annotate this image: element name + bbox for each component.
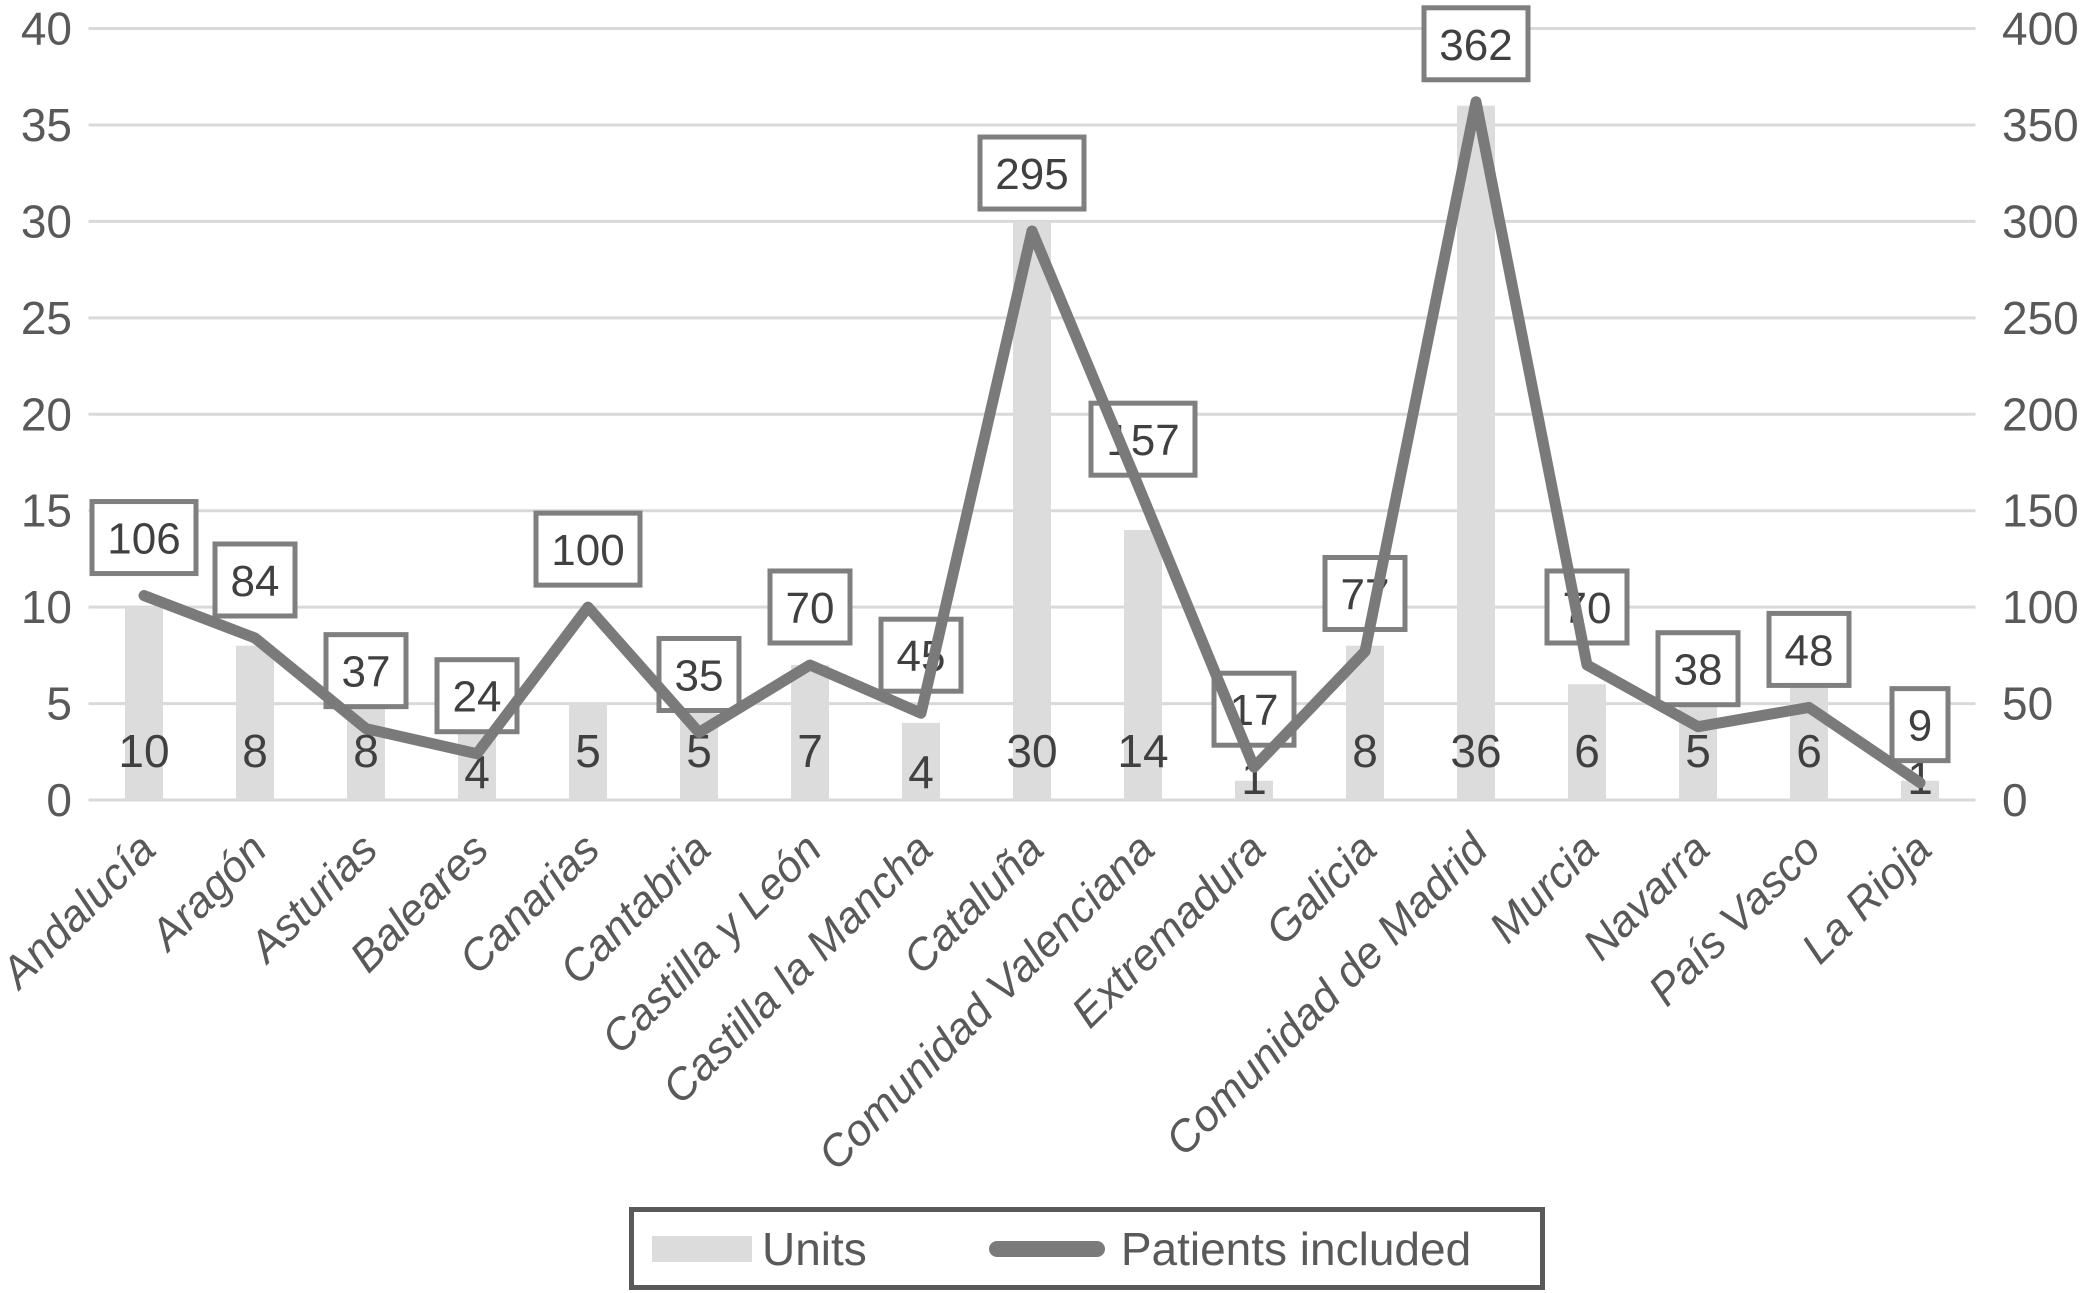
patients-value-box <box>323 632 409 710</box>
right-axis-tick: 300 <box>2002 195 2079 247</box>
right-axis-tick: 100 <box>2002 581 2079 633</box>
units-value-label: 14 <box>1117 725 1168 777</box>
left-axis-tick: 10 <box>21 581 72 633</box>
units-legend-swatch <box>652 1235 752 1262</box>
patients-value-box <box>1421 5 1531 83</box>
patients-value-box <box>1322 554 1408 632</box>
units-value-label: 8 <box>242 725 268 777</box>
patients-value-box <box>1889 686 1951 764</box>
left-axis-tick: 5 <box>46 678 72 730</box>
units-value-label: 6 <box>1796 725 1822 777</box>
units-legend-label: Units <box>762 1222 867 1275</box>
right-axis-tick: 250 <box>2002 292 2079 344</box>
patients-value-label: 37 <box>342 648 391 697</box>
units-bar <box>902 722 940 800</box>
category-axis-group: AndalucíaAragónAsturiasBalearesCanariasC… <box>0 823 1941 1179</box>
left-axis-tick: 25 <box>21 292 72 344</box>
units-value-label: 5 <box>575 725 601 777</box>
units-value-label: 30 <box>1006 725 1057 777</box>
units-value-label: 7 <box>797 725 823 777</box>
legend: Units Patients included <box>629 1207 1545 1290</box>
units-value-label: 5 <box>1685 725 1711 777</box>
category-label: Extremadura <box>1062 824 1275 1037</box>
patients-line <box>138 96 1926 789</box>
patients-value-label: 84 <box>231 557 280 606</box>
left-axis-tick: 15 <box>21 485 72 537</box>
patients-legend-label: Patients included <box>1120 1222 1472 1275</box>
patients-value-label: 35 <box>675 651 724 700</box>
patients-value-box <box>767 568 853 646</box>
patients-value-label: 24 <box>453 673 502 722</box>
units-bar <box>1457 105 1495 800</box>
left-axis-group: 0 5 10 15 20 25 30 35 40 <box>21 3 72 827</box>
units-bar <box>236 645 274 800</box>
left-axis-tick: 0 <box>46 774 72 826</box>
patients-legend-line-swatch <box>988 1240 1105 1257</box>
patients-value-label: 100 <box>551 526 624 575</box>
patients-value-box <box>89 499 199 577</box>
patients-value-label: 70 <box>786 584 835 633</box>
right-axis-tick: 50 <box>2002 678 2053 730</box>
patients-line-group <box>138 96 1926 789</box>
left-axis-tick: 30 <box>21 195 72 247</box>
patients-value-box <box>1766 610 1852 688</box>
units-bar <box>1235 780 1273 800</box>
units-bar <box>791 664 829 800</box>
patients-value-box <box>533 510 643 588</box>
right-axis-group: 0 50 100 150 200 250 300 350 400 <box>2002 3 2079 827</box>
units-value-label: 10 <box>118 725 169 777</box>
units-bar <box>125 607 163 800</box>
units-bar <box>1013 221 1051 800</box>
category-label: Andalucía <box>0 824 165 999</box>
patients-value-label: 9 <box>1908 702 1932 751</box>
right-axis-tick: 0 <box>2002 774 2028 826</box>
patients-value-box <box>977 134 1087 212</box>
patients-value-box <box>212 541 298 619</box>
right-axis-tick: 150 <box>2002 485 2079 537</box>
right-axis-tick: 200 <box>2002 388 2079 440</box>
patients-value-label: 48 <box>1785 626 1834 675</box>
units-bar <box>1124 529 1162 800</box>
patients-value-box <box>1544 568 1630 646</box>
right-axis-tick: 350 <box>2002 99 2079 151</box>
left-axis-tick: 40 <box>21 3 72 55</box>
patients-value-label: 106 <box>107 515 180 564</box>
units-value-label: 4 <box>908 746 934 798</box>
units-bar <box>1901 780 1939 800</box>
units-value-label: 36 <box>1450 725 1501 777</box>
right-axis-tick: 400 <box>2002 3 2079 55</box>
patients-value-box <box>1655 630 1741 708</box>
left-axis-tick: 35 <box>21 99 72 151</box>
patients-value-label: 295 <box>995 150 1068 199</box>
left-axis-tick: 20 <box>21 388 72 440</box>
patients-value-label: 362 <box>1439 21 1512 70</box>
units-bar <box>1568 684 1606 800</box>
units-value-label: 6 <box>1574 725 1600 777</box>
units-bar <box>569 703 607 800</box>
patients-value-label: 38 <box>1674 646 1723 695</box>
patients-value-box <box>878 616 964 694</box>
units-value-label: 8 <box>1352 725 1378 777</box>
units-bars-group <box>125 105 1939 800</box>
